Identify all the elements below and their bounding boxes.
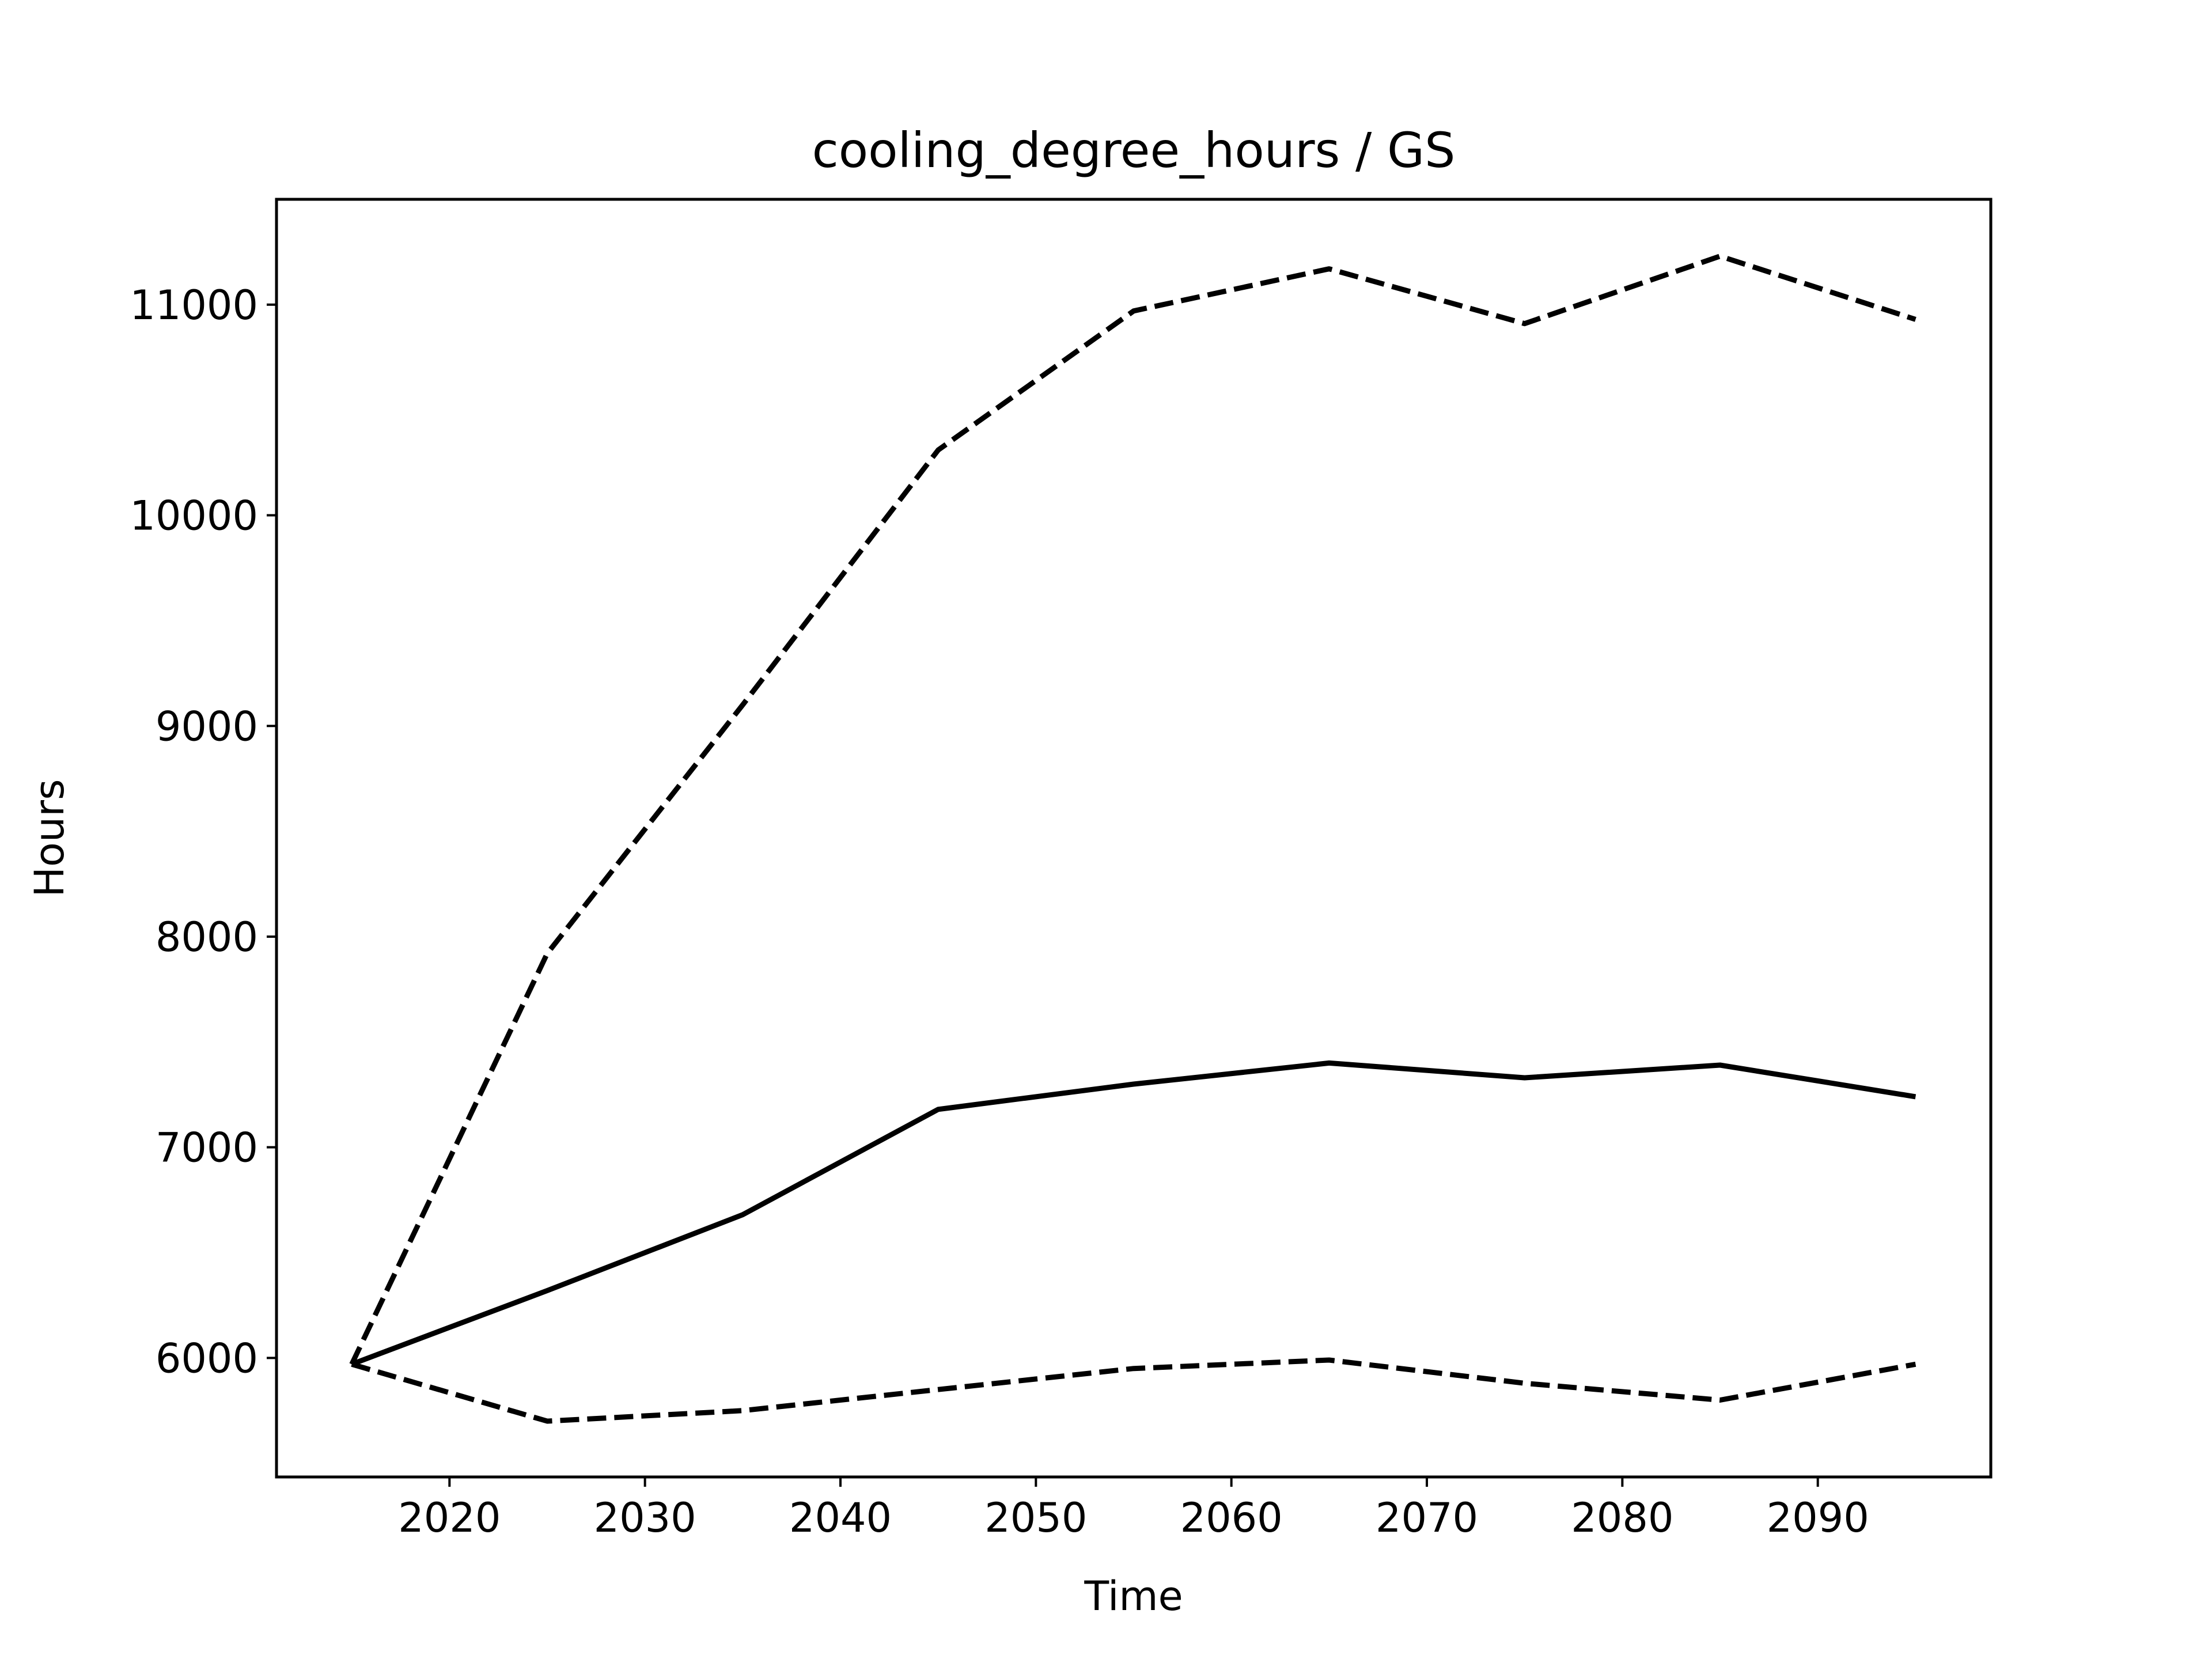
y-axis-label: Hours (26, 779, 73, 897)
x-axis-label: Time (1084, 1573, 1183, 1620)
series-line-3 (351, 1357, 1916, 1424)
y-tick-label: 9000 (156, 703, 258, 750)
x-tick-label: 2050 (984, 1494, 1087, 1541)
plot-frame (275, 198, 1993, 1479)
x-axis: 2020 2030 2040 2050 2060 2070 2080 2090 (398, 1477, 1869, 1541)
y-tick-label: 11000 (130, 282, 258, 329)
y-tick-label: 7000 (156, 1124, 258, 1172)
x-tick-label: 2060 (1180, 1494, 1283, 1541)
x-tick-label: 2080 (1571, 1494, 1673, 1541)
x-tick-label: 2030 (594, 1494, 696, 1541)
x-tick-label: 2070 (1376, 1494, 1478, 1541)
y-tick-label: 6000 (156, 1335, 258, 1382)
y-tick-label: 8000 (156, 914, 258, 961)
chart-title: cooling_degree_hours / GS (812, 122, 1456, 179)
x-tick-label: 2020 (398, 1494, 501, 1541)
series-line-2 (351, 1060, 1916, 1367)
x-tick-label: 2040 (789, 1494, 892, 1541)
y-tick-label: 10000 (130, 493, 258, 540)
series-layer (349, 253, 1916, 1424)
series-line-1 (349, 253, 1916, 1366)
x-tick-label: 2090 (1767, 1494, 1869, 1541)
y-axis: 6000 7000 8000 9000 10000 11000 (130, 282, 276, 1382)
